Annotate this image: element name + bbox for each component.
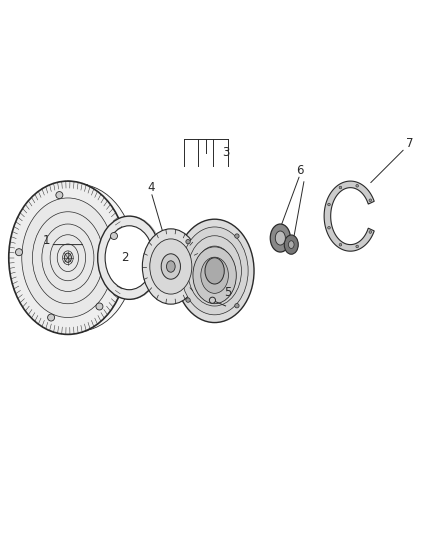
Text: 7: 7 xyxy=(406,138,413,150)
Circle shape xyxy=(110,232,117,239)
Text: 5: 5 xyxy=(224,286,231,300)
Circle shape xyxy=(235,234,239,238)
Ellipse shape xyxy=(150,239,192,294)
Circle shape xyxy=(339,244,342,246)
Circle shape xyxy=(56,191,63,199)
Ellipse shape xyxy=(57,244,78,271)
Ellipse shape xyxy=(64,253,71,262)
Ellipse shape xyxy=(32,212,103,304)
Circle shape xyxy=(369,199,371,201)
Ellipse shape xyxy=(188,236,241,306)
Circle shape xyxy=(186,239,190,244)
Ellipse shape xyxy=(175,219,254,322)
Circle shape xyxy=(328,203,330,206)
Ellipse shape xyxy=(196,246,233,296)
Circle shape xyxy=(235,303,239,308)
Circle shape xyxy=(15,249,22,256)
Ellipse shape xyxy=(9,181,127,334)
Ellipse shape xyxy=(142,229,199,304)
Circle shape xyxy=(339,186,342,189)
Text: 3: 3 xyxy=(222,146,229,159)
Ellipse shape xyxy=(98,216,161,300)
Circle shape xyxy=(186,298,190,302)
Ellipse shape xyxy=(181,227,248,315)
Text: 1: 1 xyxy=(42,233,50,247)
Ellipse shape xyxy=(21,184,134,332)
Text: 4: 4 xyxy=(147,181,155,194)
Ellipse shape xyxy=(42,224,94,292)
Ellipse shape xyxy=(275,231,285,245)
Ellipse shape xyxy=(193,247,237,304)
Text: 2: 2 xyxy=(121,251,129,264)
Ellipse shape xyxy=(22,198,114,318)
Text: 6: 6 xyxy=(296,164,304,176)
Circle shape xyxy=(369,231,371,233)
Circle shape xyxy=(48,314,55,321)
Circle shape xyxy=(96,303,103,310)
Circle shape xyxy=(356,184,358,187)
Polygon shape xyxy=(324,181,374,251)
Ellipse shape xyxy=(270,224,290,252)
Ellipse shape xyxy=(284,235,298,254)
Circle shape xyxy=(209,297,215,303)
Circle shape xyxy=(356,245,358,248)
Ellipse shape xyxy=(289,241,294,248)
Circle shape xyxy=(328,227,330,229)
Ellipse shape xyxy=(63,251,73,265)
Ellipse shape xyxy=(166,261,175,272)
Ellipse shape xyxy=(105,226,153,290)
Ellipse shape xyxy=(50,235,86,281)
Ellipse shape xyxy=(201,257,229,293)
Ellipse shape xyxy=(204,256,226,285)
Ellipse shape xyxy=(161,254,180,279)
Ellipse shape xyxy=(205,258,224,284)
